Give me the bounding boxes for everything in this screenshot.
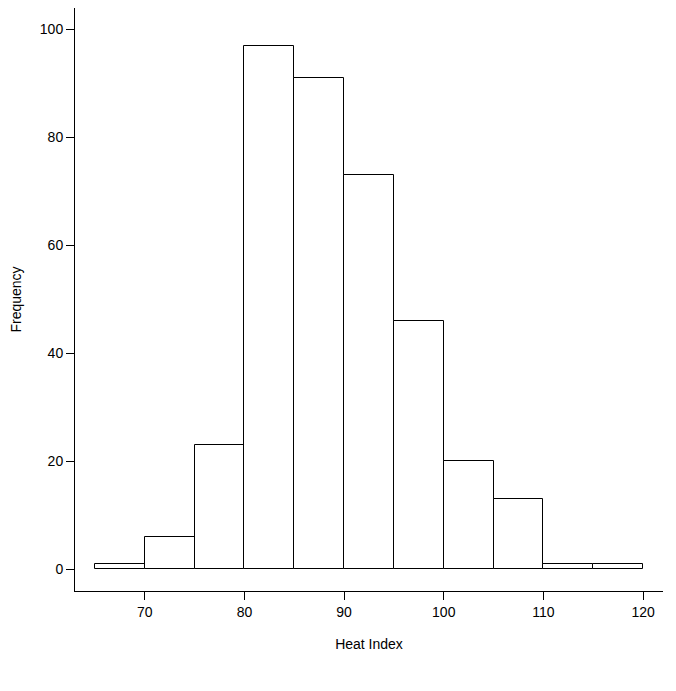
svg-text:80: 80 [237, 604, 253, 620]
svg-text:110: 110 [532, 604, 555, 620]
svg-text:40: 40 [48, 345, 64, 361]
svg-text:80: 80 [48, 129, 64, 145]
svg-text:Frequency: Frequency [8, 266, 24, 332]
svg-text:60: 60 [48, 237, 64, 253]
svg-text:70: 70 [137, 604, 153, 620]
svg-text:90: 90 [336, 604, 352, 620]
svg-text:0: 0 [55, 561, 63, 577]
svg-text:120: 120 [631, 604, 655, 620]
svg-text:100: 100 [40, 21, 64, 37]
svg-text:20: 20 [48, 453, 64, 469]
svg-text:100: 100 [432, 604, 456, 620]
svg-text:Heat Index: Heat Index [335, 636, 403, 652]
